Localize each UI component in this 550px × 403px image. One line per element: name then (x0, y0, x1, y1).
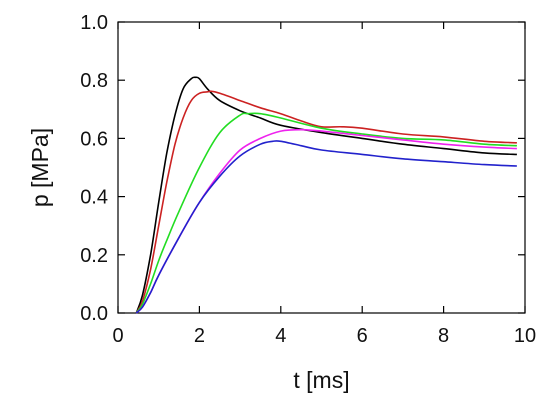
series-lines (135, 76, 517, 314)
axis-ticks (117, 21, 526, 314)
x-tick-label: 6 (357, 325, 368, 347)
x-tick-label: 10 (514, 325, 536, 347)
axis-tick-labels: 0 2 4 6 8 10 0.0 0.2 0.4 0.6 0.8 1.0 (80, 12, 536, 347)
plot-frame (117, 21, 526, 314)
x-tick-label: 2 (194, 325, 205, 347)
y-tick-label: 0.0 (80, 303, 108, 325)
y-axis-title: p [MPa] (27, 128, 53, 207)
x-tick-label: 0 (112, 325, 123, 347)
y-tick-label: 1.0 (80, 12, 108, 34)
series-line-4 (135, 128, 517, 314)
y-tick-label: 0.8 (80, 70, 108, 92)
series-line-3 (135, 112, 517, 314)
x-tick-label: 4 (275, 325, 286, 347)
series-line-1 (135, 76, 517, 314)
series-line-5 (135, 140, 517, 314)
x-tick-label: 8 (438, 325, 449, 347)
series-line-2 (135, 90, 517, 314)
x-axis-title: t [ms] (293, 367, 349, 393)
y-tick-label: 0.2 (80, 245, 108, 267)
y-tick-label: 0.6 (80, 128, 108, 150)
y-tick-label: 0.4 (80, 187, 108, 209)
